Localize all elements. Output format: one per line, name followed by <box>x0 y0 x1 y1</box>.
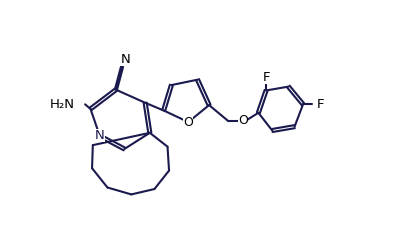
Text: F: F <box>262 71 270 84</box>
Text: F: F <box>317 98 324 111</box>
Text: O: O <box>238 114 248 127</box>
Text: N: N <box>120 53 130 66</box>
Text: O: O <box>183 116 193 128</box>
Text: N: N <box>95 129 104 143</box>
Text: H₂N: H₂N <box>49 98 74 111</box>
